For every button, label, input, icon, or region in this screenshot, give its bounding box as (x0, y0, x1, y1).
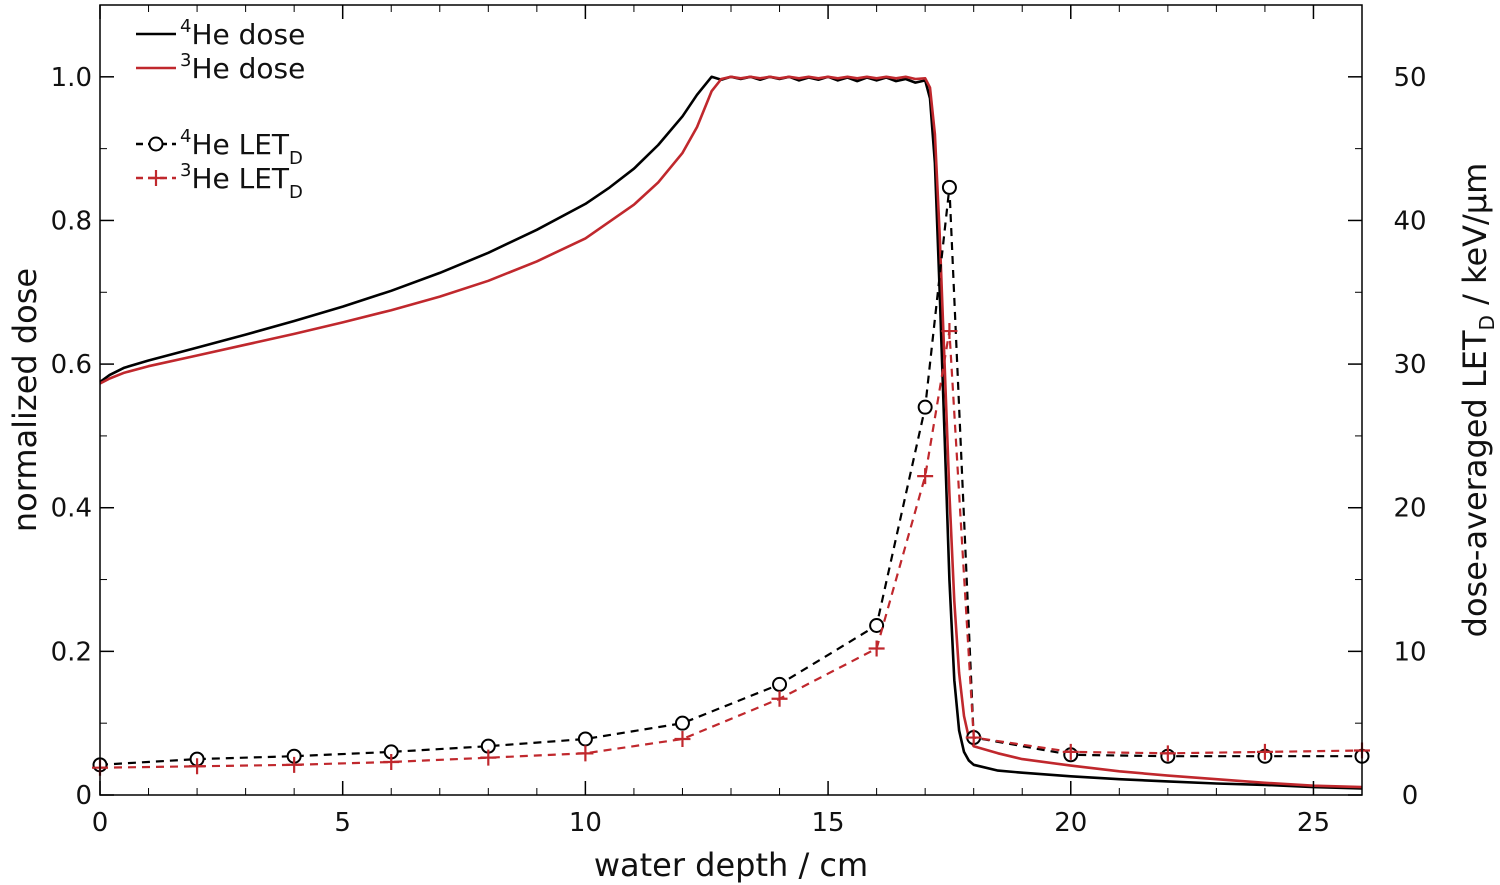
series-point-2 (869, 618, 885, 634)
series-line-2 (99, 186, 1362, 766)
y-right-tick-label: 50 (1393, 63, 1426, 93)
series-line-3 (99, 330, 1363, 769)
x-tick-label: 5 (334, 808, 351, 838)
labels-layer: 0 5 10 15 20 25 0 0.2 0.4 0.6 0.8 1.0 0 10 20 30 40 50 (51, 63, 1427, 838)
legend-marker-3 (148, 170, 164, 186)
legend-sup: 4 (180, 126, 191, 147)
y-left-tick-label: 0.2 (51, 637, 92, 667)
y-left-tick-label: 0.4 (51, 494, 92, 524)
legend-sub: D (289, 182, 303, 203)
series-point-3 (941, 323, 958, 340)
ticks-layer (99, 4, 1363, 796)
series-point-2 (941, 179, 957, 195)
legend-sup: 4 (180, 16, 191, 37)
legend-name: He LET (191, 128, 289, 161)
series-point-3 (1256, 743, 1273, 760)
x-tick-label: 25 (1297, 808, 1330, 838)
legend-name: He dose (191, 52, 305, 85)
x-tick-label: 10 (569, 808, 602, 838)
series-point-3 (674, 730, 691, 747)
legend-label-1: 3He dose (180, 50, 305, 85)
y-left-axis-title: normalized dose (6, 268, 44, 532)
y-right-tick-label: 0 (1402, 781, 1419, 811)
y-left-tick-label: 0.6 (51, 350, 92, 380)
series-point-2 (577, 731, 593, 747)
series-point-3 (1159, 745, 1176, 762)
x-tick-label: 20 (1054, 808, 1087, 838)
y-right-title-prefix: dose-averaged LET (1456, 330, 1494, 637)
series-point-3 (286, 756, 303, 773)
legend-name: He dose (191, 18, 305, 51)
y-left-tick-label: 0.8 (51, 206, 92, 236)
x-tick-label: 0 (92, 808, 109, 838)
y-left-tick-label: 1.0 (51, 63, 92, 93)
series-layer (92, 75, 1370, 790)
y-right-tick-label: 20 (1393, 494, 1426, 524)
x-tick-label: 15 (812, 808, 845, 838)
series-point-3 (480, 749, 497, 766)
legend-sup: 3 (180, 160, 191, 181)
y-right-tick-label: 40 (1393, 206, 1426, 236)
series-point-3 (868, 640, 885, 657)
legend-name: He LET (191, 162, 289, 195)
y-right-title-suffix: / keV/µm (1456, 163, 1494, 315)
plot-frame (99, 4, 1363, 796)
series-point-2 (674, 715, 690, 731)
legend-label-2: 4He LETD (180, 126, 303, 169)
legend-marker-2 (148, 136, 164, 152)
legend-label-3: 3He LETD (180, 160, 303, 203)
series-point-3 (965, 729, 982, 746)
series-point-3 (189, 758, 206, 775)
series-point-2 (917, 399, 933, 415)
legend-sup: 3 (180, 50, 191, 71)
series-point-3 (1062, 743, 1079, 760)
y-right-axis-title: dose-averaged LETD / keV/µm (1456, 163, 1499, 638)
series-point-3 (383, 753, 400, 770)
y-right-tick-label: 10 (1393, 637, 1426, 667)
series-point-3 (771, 690, 788, 707)
series-point-2 (772, 676, 788, 692)
y-left-tick-label: 0 (75, 781, 92, 811)
y-right-title-sub: D (1475, 315, 1499, 330)
legend-sub: D (289, 148, 303, 169)
y-right-tick-label: 30 (1393, 350, 1426, 380)
legend-label-0: 4He dose (180, 16, 305, 51)
x-axis-title: water depth / cm (594, 846, 868, 884)
series-point-3 (577, 745, 594, 762)
series-point-3 (917, 468, 934, 485)
